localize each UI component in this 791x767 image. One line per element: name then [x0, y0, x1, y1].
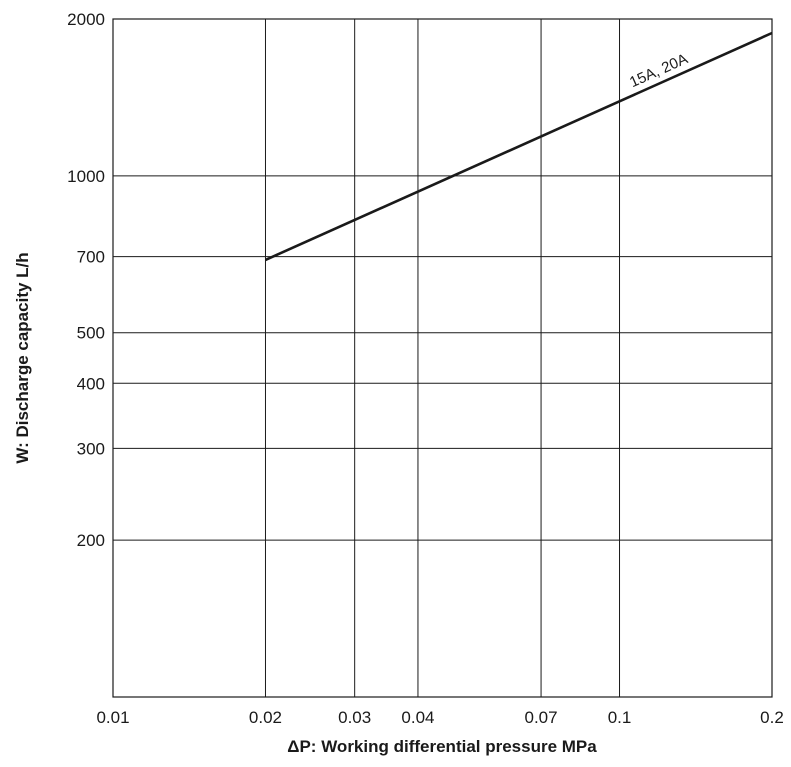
y-tick-label: 400 [77, 374, 105, 393]
y-tick-label: 300 [77, 439, 105, 458]
x-axis-ticks: 0.01 0.02 0.03 0.04 0.07 0.1 0.2 [96, 708, 783, 727]
x-tick-label: 0.02 [249, 708, 282, 727]
series-line [264, 31, 773, 262]
y-tick-label: 200 [77, 531, 105, 550]
y-tick-label: 2000 [67, 10, 105, 29]
x-tick-label: 0.03 [338, 708, 371, 727]
x-tick-label: 0.04 [401, 708, 434, 727]
x-tick-label: 0.2 [760, 708, 784, 727]
x-tick-label: 0.1 [608, 708, 632, 727]
grid [112, 18, 773, 697]
y-tick-label: 1000 [67, 167, 105, 186]
plot-area-frame [112, 18, 773, 698]
y-tick-label: 700 [77, 248, 105, 267]
x-tick-label: 0.01 [96, 708, 129, 727]
y-axis-title: W: Discharge capacity L/h [13, 252, 32, 463]
x-tick-label: 0.07 [525, 708, 558, 727]
y-tick-label: 500 [77, 324, 105, 343]
y-axis-ticks: 200 300 400 500 700 1000 2000 [67, 10, 105, 550]
series-layer: 15A, 20A [264, 31, 773, 262]
x-axis-title: ΔP: Working differential pressure MPa [287, 737, 597, 756]
